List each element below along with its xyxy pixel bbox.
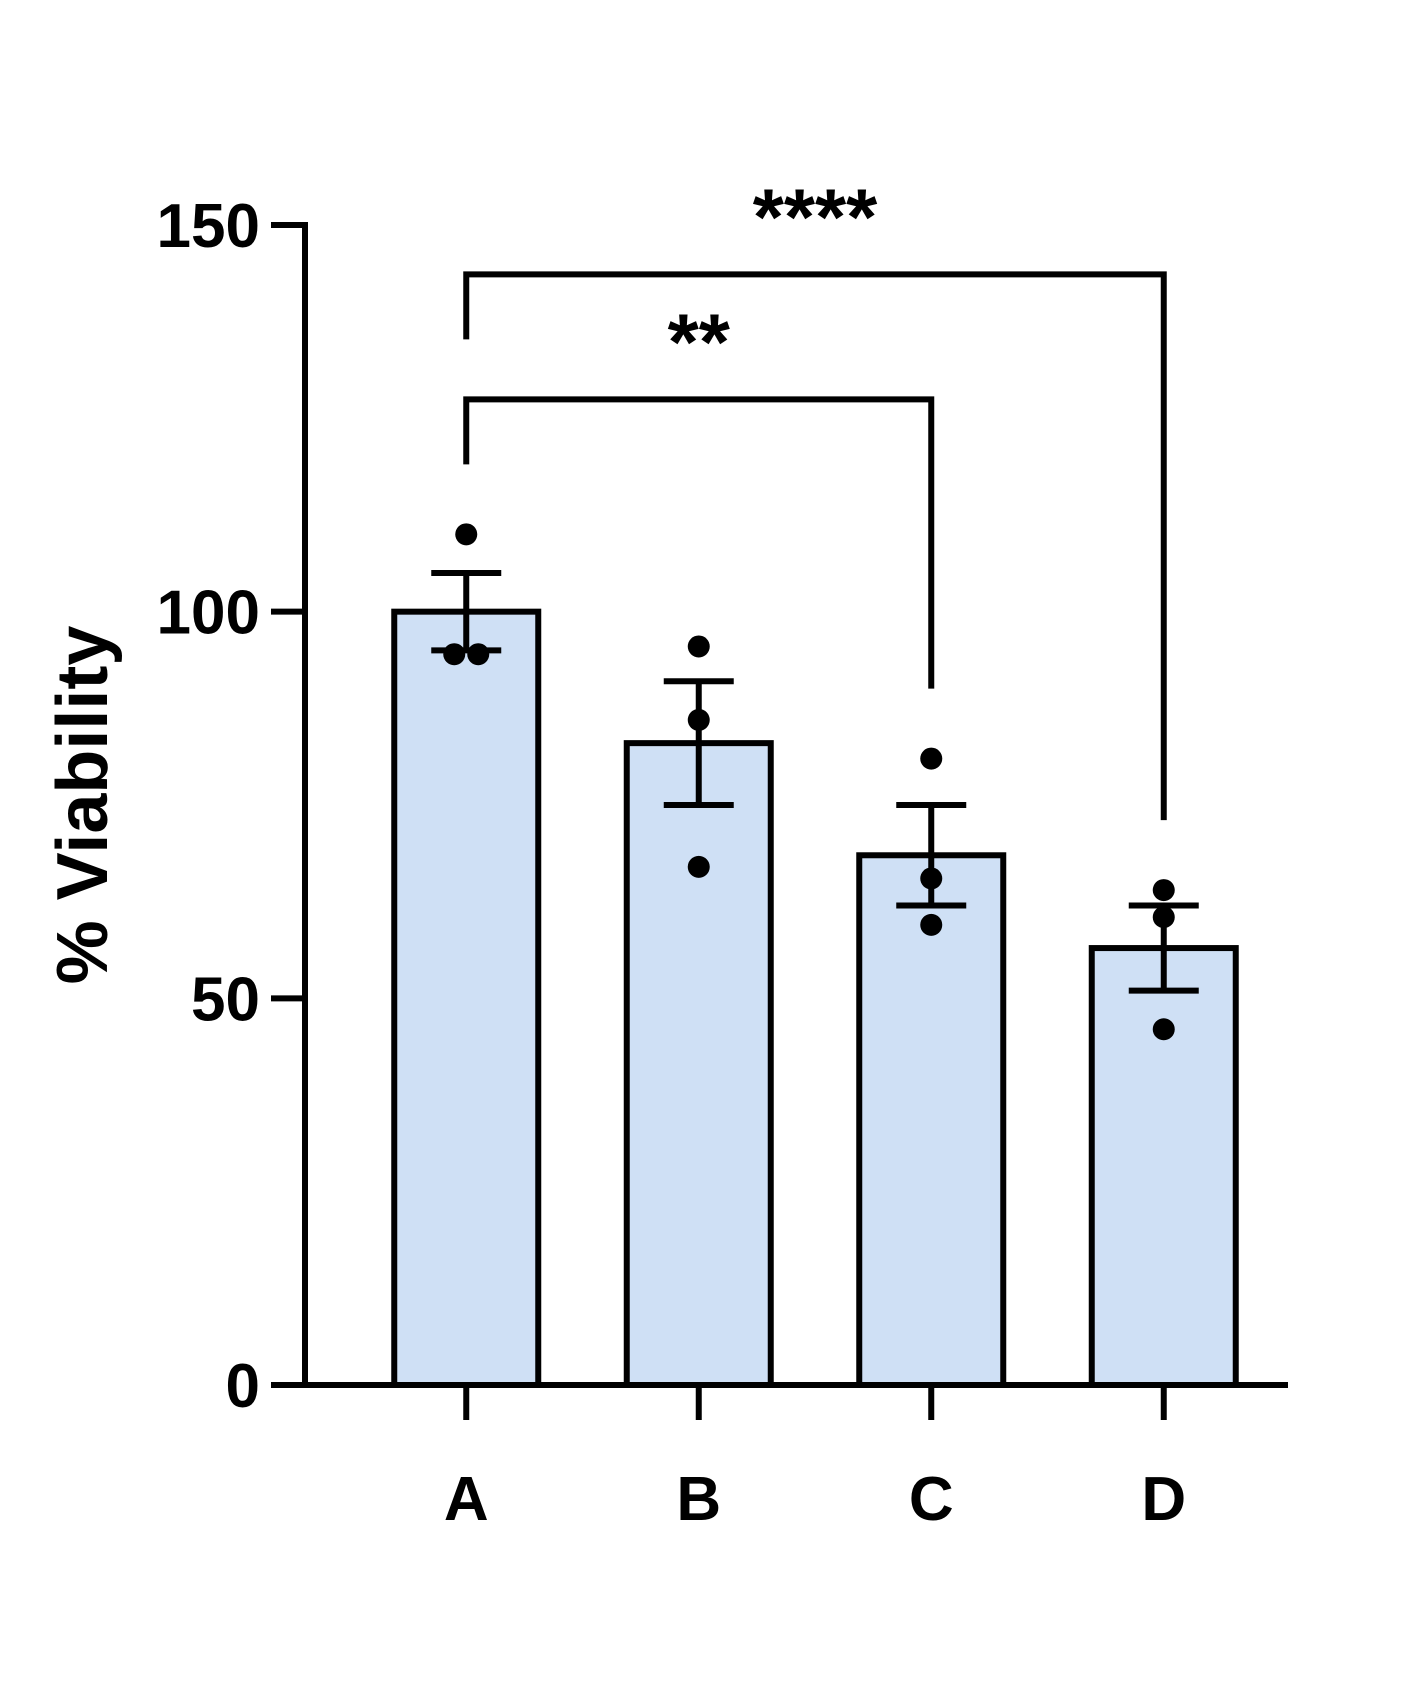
bar	[856, 852, 1007, 1388]
data-point	[1152, 879, 1175, 902]
x-tick-label: D	[1141, 1465, 1186, 1534]
significance-label: ****	[753, 172, 878, 261]
bar	[623, 740, 774, 1388]
y-tick-label: 0	[226, 1352, 260, 1421]
error-bar	[663, 678, 734, 808]
bar	[391, 608, 542, 1388]
data-point	[443, 643, 466, 666]
y-tick-label: 50	[191, 965, 260, 1034]
data-point	[1152, 906, 1175, 929]
data-point	[467, 643, 490, 666]
y-tick-label: 100	[157, 579, 260, 648]
data-point	[920, 913, 943, 936]
data-point	[687, 855, 710, 878]
x-tick-label: A	[444, 1465, 489, 1534]
data-point	[455, 523, 478, 546]
significance-bracket	[463, 396, 935, 689]
data-point	[920, 747, 943, 770]
significance-label: **	[668, 297, 731, 386]
y-tick-label: 150	[157, 192, 260, 261]
y-axis-label: % Viability	[43, 626, 123, 985]
error-bar	[431, 570, 502, 654]
x-tick-label: B	[676, 1465, 721, 1534]
data-point	[1152, 1018, 1175, 1041]
data-point	[920, 867, 943, 890]
bar	[1088, 945, 1239, 1388]
data-point	[687, 635, 710, 658]
x-tick-label: C	[909, 1465, 954, 1534]
data-point	[687, 708, 710, 731]
significance-bracket	[463, 271, 1167, 821]
